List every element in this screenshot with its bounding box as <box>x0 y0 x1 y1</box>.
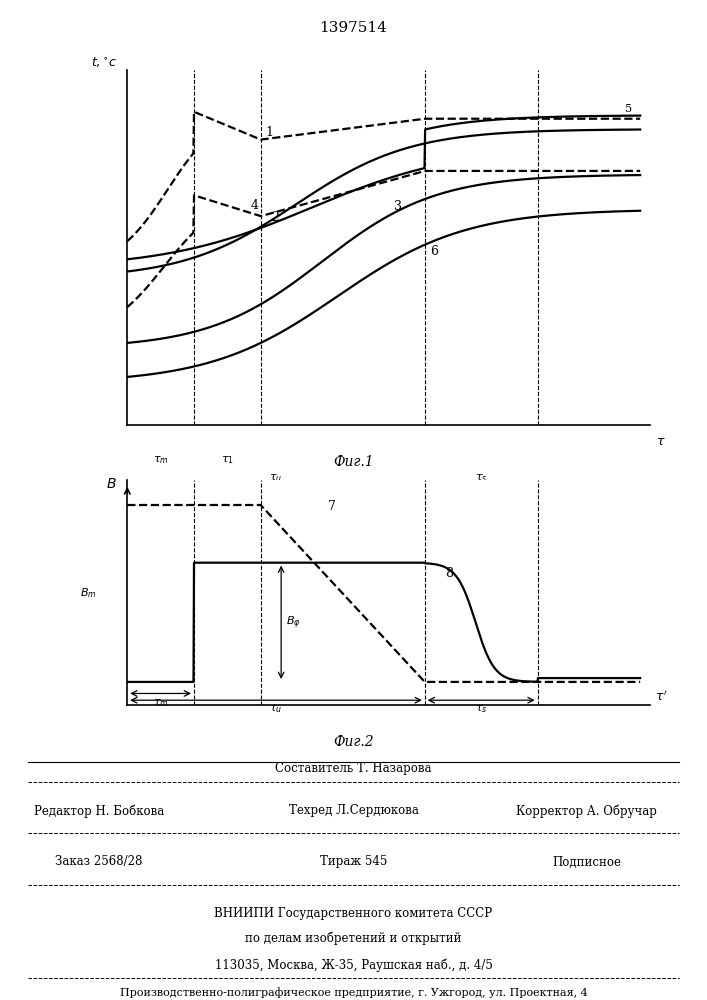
Text: 2: 2 <box>271 211 279 224</box>
Text: $t,^{\circ}c$: $t,^{\circ}c$ <box>91 56 117 70</box>
Text: 4: 4 <box>250 199 258 212</box>
Text: $\tau_s$: $\tau_s$ <box>475 472 487 484</box>
Text: $\tau_1$: $\tau_1$ <box>221 455 234 466</box>
Text: Техред Л.Сердюкова: Техред Л.Сердюкова <box>288 804 419 817</box>
Text: Фиг.1: Фиг.1 <box>333 455 374 469</box>
Text: по делам изобретений и открытий: по делам изобретений и открытий <box>245 931 462 945</box>
Text: $B$: $B$ <box>106 477 117 491</box>
Text: $\tau_m$: $\tau_m$ <box>153 697 168 709</box>
Text: $\tau_s$: $\tau_s$ <box>475 704 487 715</box>
Text: Тираж 545: Тираж 545 <box>320 855 387 868</box>
Text: ВНИИПИ Государственного комитета СССР: ВНИИПИ Государственного комитета СССР <box>214 907 493 920</box>
Text: $\tau_m$: $\tau_m$ <box>153 455 168 466</box>
Text: $B_m$: $B_m$ <box>80 587 96 600</box>
Text: Корректор А. Обручар: Корректор А. Обручар <box>516 804 658 818</box>
Text: $\tau'$: $\tau'$ <box>655 690 667 704</box>
Text: $\tau_u$: $\tau_u$ <box>269 472 283 484</box>
Text: Заказ 2568/28: Заказ 2568/28 <box>55 855 143 868</box>
Text: 5: 5 <box>625 104 632 114</box>
Text: $\tau_u$: $\tau_u$ <box>269 704 283 715</box>
Text: $\tau$: $\tau$ <box>656 435 665 448</box>
Text: 6: 6 <box>430 245 438 258</box>
Text: 113035, Москва, Ж-35, Раушская наб., д. 4/5: 113035, Москва, Ж-35, Раушская наб., д. … <box>214 958 493 972</box>
Text: Составитель Т. Назарова: Составитель Т. Назарова <box>275 762 432 775</box>
Text: 1397514: 1397514 <box>320 20 387 34</box>
Text: Производственно-полиграфическое предприятие, г. Ужгород, ул. Проектная, 4: Производственно-полиграфическое предприя… <box>119 987 588 998</box>
Text: Фиг.2: Фиг.2 <box>333 735 374 749</box>
Text: 8: 8 <box>445 567 453 580</box>
Text: 7: 7 <box>329 500 337 513</box>
Text: 1: 1 <box>266 126 274 139</box>
Text: Подписное: Подписное <box>552 855 621 868</box>
Text: $B_\varphi$: $B_\varphi$ <box>286 614 301 631</box>
Text: 3: 3 <box>394 200 402 213</box>
Text: Редактор Н. Бобкова: Редактор Н. Бобкова <box>34 804 164 818</box>
